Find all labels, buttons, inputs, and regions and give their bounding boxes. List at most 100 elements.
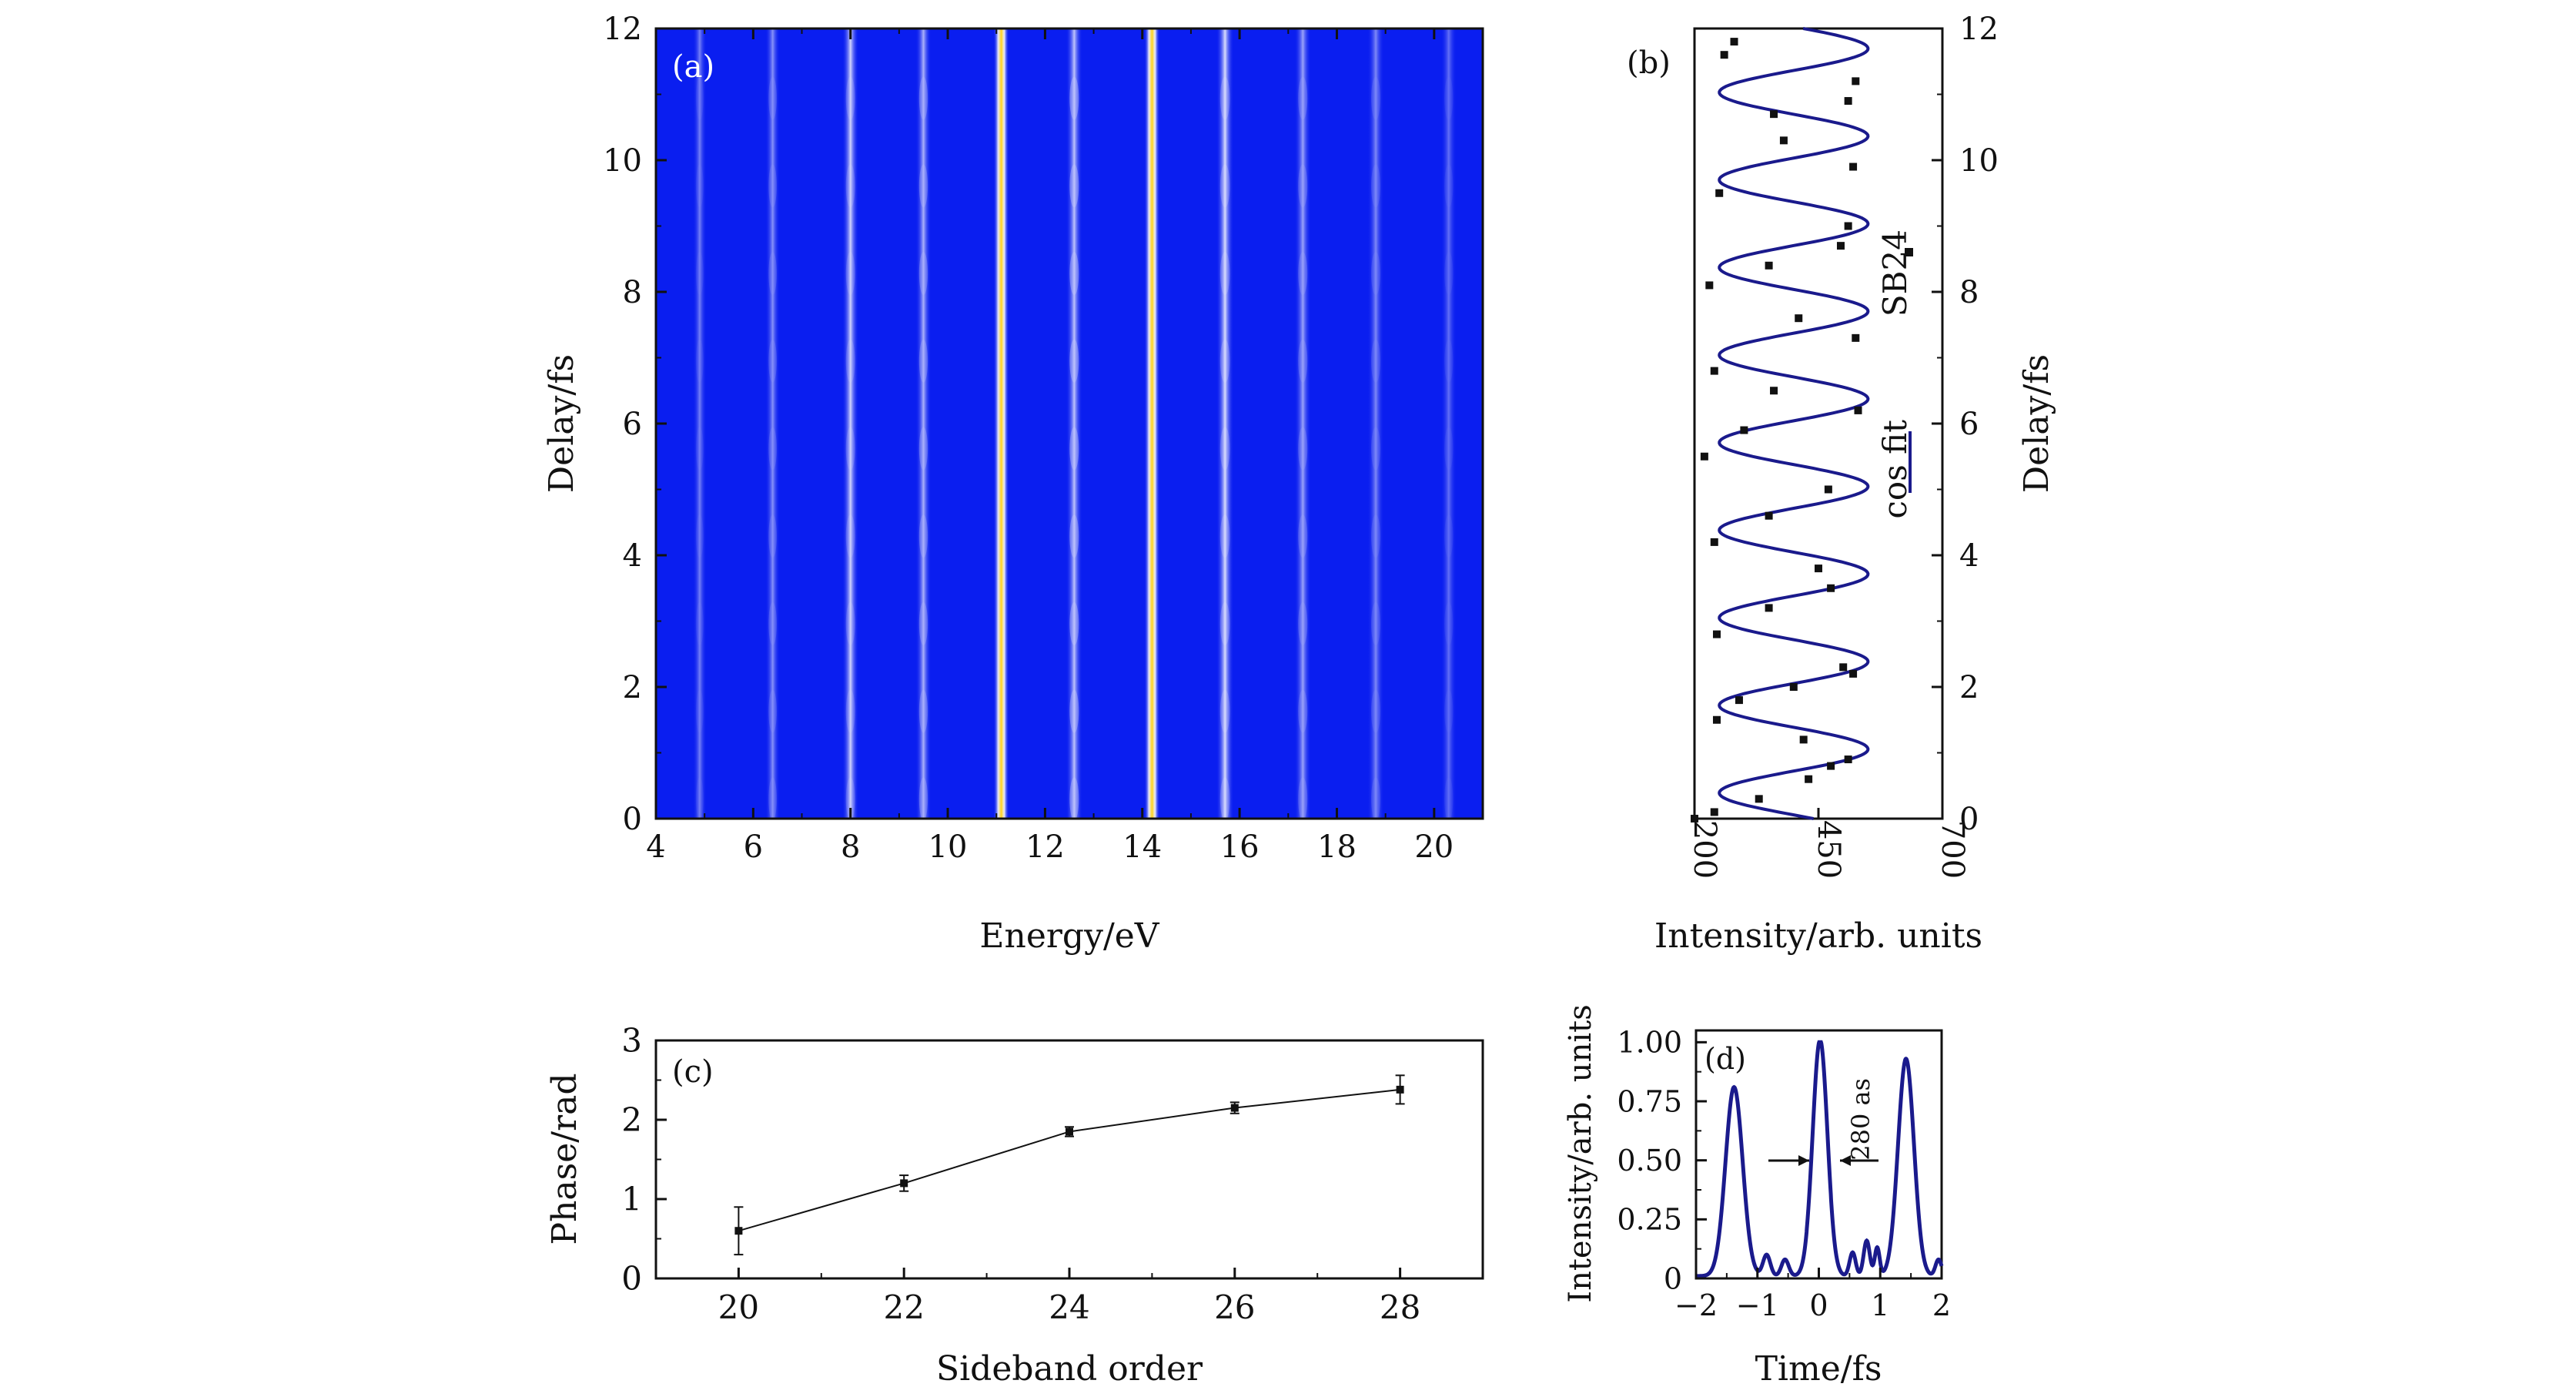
modulation-blob xyxy=(918,339,928,383)
harmonic-line xyxy=(841,28,859,821)
sb24-point xyxy=(1730,38,1738,46)
modulation-blob xyxy=(768,252,777,296)
modulation-blob xyxy=(1069,514,1079,558)
modulation-blob xyxy=(845,164,855,208)
harmonic-line xyxy=(1066,28,1083,821)
modulation-blob xyxy=(768,339,777,383)
sb24-point xyxy=(1765,604,1773,612)
x-tick-label: 10 xyxy=(928,829,968,865)
modulation-blob xyxy=(1370,76,1381,120)
harmonic-line xyxy=(1440,28,1457,821)
panel-label: (d) xyxy=(1705,1042,1746,1076)
modulation-blob xyxy=(695,777,704,821)
modulation-blob xyxy=(845,601,855,645)
fwhm-label: 280 as xyxy=(1846,1078,1875,1161)
modulation-blob xyxy=(918,164,928,208)
x-tick-label: 12 xyxy=(1025,829,1065,865)
sb24-point xyxy=(1805,775,1813,783)
modulation-blob xyxy=(1370,514,1381,558)
modulation-blob xyxy=(695,514,704,558)
data-series xyxy=(1691,38,1862,822)
modulation-blob xyxy=(1219,164,1230,208)
modulation-blob xyxy=(695,339,704,383)
panel-d-line: −2 −1 0 1 2 0 0.25 0.50 0.75 1.00 (d) 280 as Tim… xyxy=(1563,1004,1951,1387)
modulation-blob xyxy=(695,76,704,120)
modulation-blob xyxy=(845,777,855,821)
modulation-blob xyxy=(1069,252,1079,296)
harmonic-line xyxy=(1216,28,1234,821)
y-axis: 0 2 4 6 8 10 12 xyxy=(1932,12,1999,837)
modulation-blob xyxy=(1370,689,1381,733)
y-tick-label: 0.25 xyxy=(1617,1203,1682,1237)
y-axis-label: Intensity/arb. units xyxy=(1563,1004,1598,1302)
sb24-point xyxy=(1827,584,1835,592)
sb24-point xyxy=(1849,669,1858,678)
modulation-blob xyxy=(1444,777,1454,821)
modulation-blob xyxy=(1069,164,1079,208)
x-tick-label: 8 xyxy=(841,829,860,865)
x-tick-label: 24 xyxy=(1049,1288,1089,1326)
y-tick-label: 10 xyxy=(603,143,642,179)
sb24-point xyxy=(1715,189,1724,197)
x-tick-label: 450 xyxy=(1811,820,1846,879)
harmonic-band xyxy=(915,28,932,819)
modulation-blob xyxy=(1298,514,1308,558)
y-tick-label: 2 xyxy=(623,670,642,705)
y-tick-label: 2 xyxy=(621,1101,642,1139)
modulation-blob xyxy=(1219,76,1230,120)
modulation-blob xyxy=(1298,339,1308,383)
harmonic-band xyxy=(1066,28,1083,819)
y-tick-label: 8 xyxy=(623,275,642,310)
harmonic-band xyxy=(1216,28,1234,819)
modulation-blob xyxy=(1298,76,1308,120)
plot-frame xyxy=(654,1039,1484,1280)
panel-b-scatter: 200 450 700 0 2 4 6 8 10 12 (b) SB24 cos fit Int… xyxy=(1627,12,2056,956)
y-axis: 0 0.25 0.50 0.75 1.00 xyxy=(1617,1026,1707,1295)
sb24-point xyxy=(1700,452,1708,461)
phase-series xyxy=(734,1074,1405,1256)
modulation-blob xyxy=(1069,427,1079,471)
x-tick-label: 1 xyxy=(1871,1288,1889,1322)
x-tick-label: 14 xyxy=(1122,829,1162,865)
modulation-blob xyxy=(1219,777,1230,821)
sb24-point xyxy=(1849,162,1858,171)
modulation-blob xyxy=(1444,164,1454,208)
y-tick-label: 6 xyxy=(1959,407,1979,442)
modulation-blob xyxy=(1219,339,1230,383)
y-axis: 0 2 4 6 8 10 12 xyxy=(603,12,667,837)
harmonic-line xyxy=(765,28,781,821)
harmonic-band xyxy=(1144,28,1160,819)
phase-point xyxy=(734,1227,743,1235)
sb24-point xyxy=(1720,51,1728,59)
modulation-blob xyxy=(1298,601,1308,645)
x-tick-label: 200 xyxy=(1687,820,1722,879)
harmonic-band xyxy=(1440,28,1457,819)
x-axis: 200 450 700 xyxy=(1687,808,1970,879)
x-tick-label: 18 xyxy=(1317,829,1357,865)
x-axis: −2 −1 0 1 2 xyxy=(1674,1268,1951,1322)
modulation-blob xyxy=(1069,339,1079,383)
y-tick-label: 0 xyxy=(623,802,642,837)
x-tick-label: 20 xyxy=(1414,829,1454,865)
fwhm-arrowhead-left xyxy=(1798,1155,1809,1166)
x-tick-label: −1 xyxy=(1736,1288,1779,1322)
phase-point xyxy=(900,1179,908,1188)
modulation-blob xyxy=(695,601,704,645)
sb24-point xyxy=(1779,136,1788,145)
sb24-point xyxy=(1770,110,1778,119)
sb24-point xyxy=(1712,630,1721,638)
x-tick-label: 2 xyxy=(1932,1288,1951,1322)
modulation-blob xyxy=(1298,164,1308,208)
x-axis-label: Intensity/arb. units xyxy=(1654,916,1982,956)
sb24-point xyxy=(1824,485,1832,494)
x-axis-label: Energy/eV xyxy=(979,916,1159,956)
modulation-blob xyxy=(845,339,855,383)
modulation-blob xyxy=(918,514,928,558)
sb24-point xyxy=(1844,222,1852,230)
y-tick-label: 0.75 xyxy=(1617,1084,1682,1118)
modulation-blob xyxy=(918,76,928,120)
y-tick-label: 12 xyxy=(603,12,642,47)
harmonic-line xyxy=(993,28,1009,819)
harmonic-line xyxy=(693,28,707,821)
modulation-blob xyxy=(845,427,855,471)
